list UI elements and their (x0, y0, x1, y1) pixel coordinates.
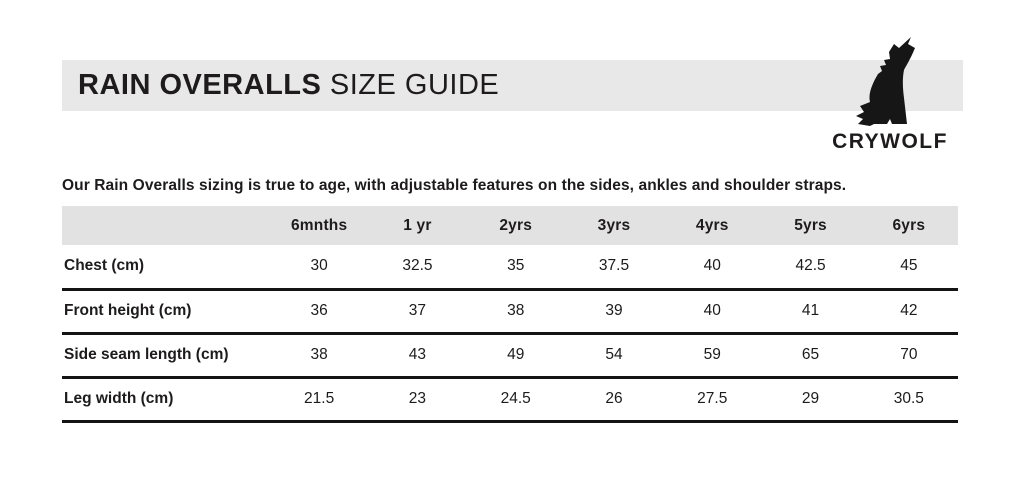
column-header-6mnths: 6mnths (290, 216, 348, 234)
table-row-side-seam-length: Side seam length (cm) 38 43 49 54 59 65 … (62, 333, 958, 377)
row-label: Front height (cm) (64, 302, 192, 319)
page-title: RAIN OVERALLS SIZE GUIDE (78, 71, 499, 100)
intro-text: Our Rain Overalls sizing is true to age,… (62, 177, 847, 194)
size-table-header-row: 6mnths 1 yr 2yrs 3yrs 4yrs 5yrs 6yrs (62, 206, 958, 245)
cell-value: 32.5 (402, 257, 433, 275)
column-header-blank (62, 206, 270, 245)
cell-value: 59 (703, 346, 721, 363)
cell-value: 21.5 (304, 390, 335, 407)
cell-value: 40 (703, 257, 721, 275)
cell-value: 41 (801, 302, 820, 319)
brand-logo: CRYWOLF (824, 36, 956, 152)
row-label: Chest (cm) (64, 257, 145, 275)
table-row-leg-width: Leg width (cm) 21.5 23 24.5 26 27.5 29 3… (62, 377, 958, 421)
column-header-1yr: 1 yr (403, 216, 432, 234)
cell-value: 39 (605, 302, 623, 319)
cell-value: 30.5 (893, 390, 924, 407)
size-table: 6mnths 1 yr 2yrs 3yrs 4yrs 5yrs 6yrs Che… (62, 206, 958, 423)
cell-value: 38 (507, 302, 525, 319)
column-header-6yrs: 6yrs (892, 216, 926, 234)
cell-value: 45 (900, 257, 918, 275)
column-header-4yrs: 4yrs (695, 216, 729, 234)
column-header-3yrs: 3yrs (597, 216, 631, 234)
cell-value: 37.5 (598, 257, 630, 275)
page-title-product: RAIN OVERALLS (78, 69, 322, 101)
cell-value: 42 (900, 302, 918, 319)
cell-value: 43 (408, 346, 427, 363)
cell-value: 30 (310, 257, 328, 275)
column-header-5yrs: 5yrs (794, 216, 827, 234)
wolf-howling-icon (856, 37, 915, 126)
table-row-front-height: Front height (cm) 36 37 38 39 40 41 42 (62, 289, 958, 333)
row-label: Leg width (cm) (64, 390, 174, 407)
cell-value: 36 (310, 302, 328, 319)
cell-value: 27.5 (697, 390, 728, 407)
cell-value: 26 (605, 390, 623, 407)
cell-value: 23 (408, 390, 427, 407)
title-banner: RAIN OVERALLS SIZE GUIDE (62, 60, 963, 111)
brand-name: CRYWOLF (832, 130, 948, 153)
column-header-2yrs: 2yrs (499, 216, 533, 234)
cell-value: 38 (310, 346, 328, 363)
cell-value: 37 (408, 302, 427, 319)
cell-value: 24.5 (500, 390, 531, 407)
page-title-suffix: SIZE GUIDE (329, 69, 500, 101)
cell-value: 70 (900, 346, 918, 363)
cell-value: 49 (507, 346, 525, 363)
cell-value: 35 (507, 257, 525, 275)
cell-value: 65 (801, 346, 820, 363)
cell-value: 42.5 (795, 257, 826, 275)
cell-value: 40 (703, 302, 721, 319)
row-label: Side seam length (cm) (64, 346, 229, 363)
table-row-chest: Chest (cm) 30 32.5 35 37.5 40 42.5 45 (62, 245, 958, 289)
cell-value: 54 (605, 346, 623, 363)
cell-value: 29 (801, 390, 820, 407)
